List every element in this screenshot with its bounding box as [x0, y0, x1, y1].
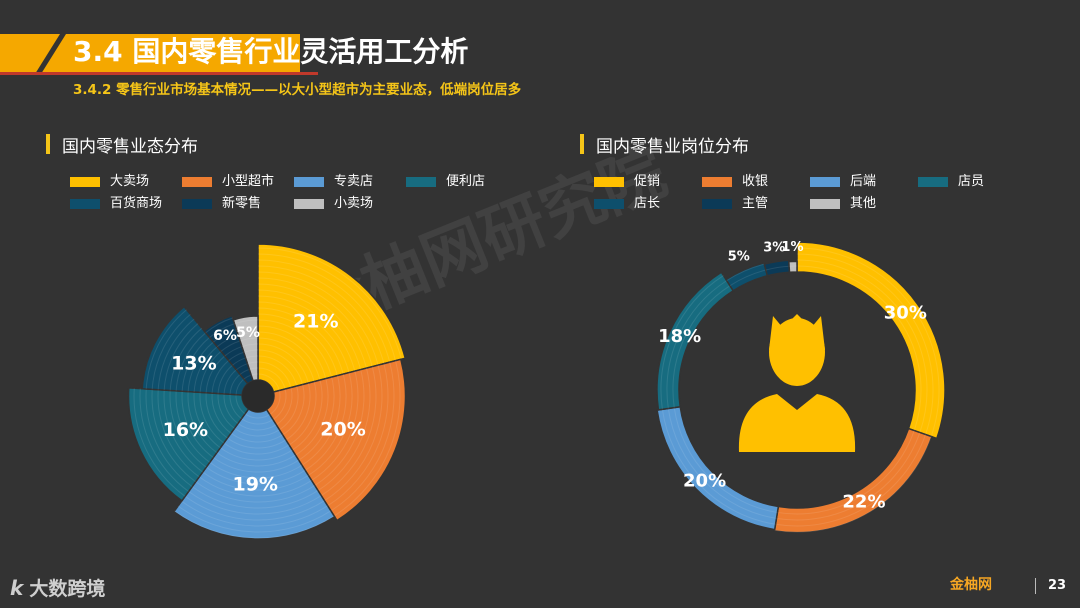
- legend-item: 小卖场: [294, 196, 373, 212]
- data-label: 30%: [884, 302, 927, 323]
- data-label: 5%: [728, 249, 750, 264]
- legend-swatch: [406, 177, 436, 187]
- page-title: 3.4 国内零售行业灵活用工分析: [73, 35, 469, 68]
- legend-label: 小卖场: [334, 196, 374, 211]
- legend-swatch: [294, 177, 324, 187]
- page-number: 23: [1048, 578, 1067, 593]
- legend-swatch: [182, 177, 212, 187]
- data-label: 13%: [171, 352, 216, 374]
- legend-swatch: [294, 199, 324, 209]
- donut-slice: [656, 271, 735, 411]
- footer-logo-text: 大数跨境: [29, 578, 106, 600]
- donut-slice: [788, 260, 798, 274]
- data-label: 20%: [320, 419, 365, 441]
- title-marker: [46, 134, 50, 154]
- donut-slice: [763, 259, 791, 277]
- title-marker: [580, 134, 584, 154]
- legend-label: 主管: [742, 196, 769, 211]
- legend-item: 后端: [810, 174, 876, 190]
- legend-item: 收银: [702, 174, 768, 190]
- legend-label: 小型超市: [222, 174, 275, 189]
- pie-slice: [257, 243, 407, 393]
- data-label: 22%: [842, 491, 885, 512]
- legend-swatch: [70, 177, 100, 187]
- donut-chart: 30% 22% 20% 18% 5% 3%1%: [656, 240, 946, 534]
- legend-swatch: [810, 177, 840, 187]
- legend-item: 大卖场: [70, 174, 149, 190]
- data-label: 6%: [213, 328, 237, 344]
- legend-label: 新零售: [222, 196, 262, 211]
- data-label: 18%: [658, 326, 701, 347]
- brand-logo: 金柚网: [950, 577, 992, 593]
- legend-swatch: [702, 177, 732, 187]
- legend-label: 后端: [850, 174, 877, 189]
- legend-swatch: [594, 199, 624, 209]
- page-subtitle: 3.4.2 零售行业市场基本情况——以大小型超市为主要业态，低端岗位居多: [73, 82, 522, 98]
- data-label: 19%: [232, 474, 277, 496]
- legend-label: 百货商场: [110, 196, 163, 211]
- data-label: 3%: [763, 240, 785, 255]
- legend-swatch: [702, 199, 732, 209]
- data-label: 5%: [236, 325, 260, 341]
- legend-swatch: [918, 177, 948, 187]
- footer-logo: k 大数跨境: [10, 574, 105, 601]
- legend-item: 专卖店: [294, 174, 373, 190]
- left-chart-title-text: 国内零售业态分布: [62, 137, 198, 157]
- left-chart-title: 国内零售业态分布: [46, 132, 198, 157]
- data-label: 20%: [683, 470, 726, 491]
- rose-chart: 21% 20% 19% 16% 13% 6% 5%: [127, 243, 407, 540]
- legend-label: 店长: [634, 196, 661, 211]
- donut-slice: [796, 241, 946, 440]
- legend-swatch: [594, 177, 624, 187]
- page-separator: [1035, 578, 1036, 594]
- legend-label: 店员: [958, 174, 985, 189]
- legend-swatch: [70, 199, 100, 209]
- data-label: 21%: [293, 311, 338, 333]
- legend-label: 其他: [850, 196, 877, 211]
- legend-label: 便利店: [446, 174, 486, 189]
- title-accent-bar: [0, 34, 300, 74]
- title-underline: [0, 72, 318, 75]
- legend-item: 主管: [702, 196, 768, 212]
- pie-slice: [265, 358, 407, 522]
- legend-item: 百货商场: [70, 196, 162, 212]
- donut-slice: [724, 261, 769, 292]
- legend-item: 店员: [918, 174, 984, 190]
- pie-slice: [172, 407, 336, 540]
- legend-label: 促销: [634, 174, 661, 189]
- pie-center-hole: [242, 380, 274, 412]
- legend-item: 新零售: [182, 196, 261, 212]
- person-icon: [738, 314, 856, 452]
- legend-item: 其他: [810, 196, 876, 212]
- legend-item: 小型超市: [182, 174, 274, 190]
- data-label: 16%: [163, 419, 208, 441]
- legend-label: 专卖店: [334, 174, 374, 189]
- legend-label: 大卖场: [110, 174, 150, 189]
- legend-label: 收银: [742, 174, 769, 189]
- legend-swatch: [810, 199, 840, 209]
- legend-item: 店长: [594, 196, 660, 212]
- right-chart-title: 国内零售业岗位分布: [580, 132, 749, 157]
- pie-slice: [127, 387, 250, 502]
- right-chart-title-text: 国内零售业岗位分布: [596, 137, 749, 157]
- logo-mark: k: [10, 576, 24, 600]
- data-label: 1%: [781, 240, 803, 255]
- pie-slice: [141, 305, 249, 396]
- donut-slice: [656, 405, 780, 531]
- donut-slice: [773, 427, 933, 534]
- legend-swatch: [182, 199, 212, 209]
- legend-item: 促销: [594, 174, 660, 190]
- legend-item: 便利店: [406, 174, 485, 190]
